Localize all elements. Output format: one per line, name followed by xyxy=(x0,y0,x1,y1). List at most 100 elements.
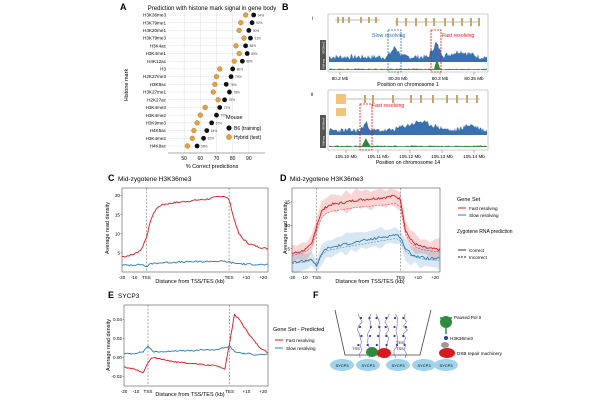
h3k36me3-mark xyxy=(403,343,406,347)
track-i-h3k36me3-signal xyxy=(329,41,487,62)
histone-mark-label: H4K5ac xyxy=(150,128,167,133)
h3k36me3-mark xyxy=(360,334,363,338)
panel-f: F SYCP3 SYCP3 SYCP3 SYCP3 SYCP3 TSS TES … xyxy=(313,290,503,371)
track-ii-side-label-2: RNA-seq xyxy=(323,135,326,146)
b6-point xyxy=(204,128,210,133)
exon xyxy=(348,17,350,23)
paused-pol-ii-icon xyxy=(440,317,452,334)
panel-d-legend2-title: Zygotene RNA prediction xyxy=(457,229,513,235)
point-label: 70% xyxy=(221,114,228,118)
exon xyxy=(337,17,339,23)
hybrid-point xyxy=(189,135,195,141)
point-label: 88% xyxy=(250,44,257,48)
series-line xyxy=(121,260,269,268)
panel-c-x-label: Distance from TSS/TES (kb) xyxy=(155,279,224,285)
h3k36me3-mark xyxy=(395,343,399,347)
panel-b: B i Slow resolving Fast resolving 80.2 M… xyxy=(282,2,489,166)
hybrid-point xyxy=(231,58,237,64)
h3k36me3-mark xyxy=(404,325,407,329)
series-line-incorrect xyxy=(291,238,440,268)
b6-point xyxy=(239,58,245,64)
x-tick-label: +20 xyxy=(259,389,267,394)
track-i-fast-box xyxy=(430,29,442,73)
exon xyxy=(425,18,427,26)
b6-point xyxy=(214,112,219,118)
sycp3-label: SYCP3 xyxy=(361,363,375,368)
b6-point xyxy=(217,105,223,110)
histone-mark-label: H3K4me2 xyxy=(146,113,167,118)
gene-block xyxy=(336,108,346,116)
paused-pol-ii-icon xyxy=(440,316,452,328)
h3k36me3-mark xyxy=(384,325,387,329)
b6-point xyxy=(194,143,200,149)
nucleosome-icon xyxy=(441,342,449,348)
exon xyxy=(432,95,434,103)
exon xyxy=(456,95,458,103)
panel-a-letter: A xyxy=(120,2,127,12)
track-ii-position-ticks: 105.10 Mb 105.11 Mb 105.12 Mb 105.13 Mb 105.… xyxy=(335,150,485,159)
track-i-side-label-2: RNA-seq xyxy=(323,58,326,69)
exon xyxy=(372,95,374,103)
b6-point xyxy=(251,12,257,18)
panel-a-x-ticks: 50 60 70 80 90 xyxy=(181,156,251,162)
point-label: 76% xyxy=(230,83,237,87)
sycp3-label: SYCP3 xyxy=(439,363,453,368)
panel-e-y-label: Average read density xyxy=(106,319,112,371)
track-ii-rna-signal xyxy=(329,138,487,147)
exon xyxy=(452,18,454,26)
x-tick-label: -20 xyxy=(121,389,128,394)
point-label: 91% xyxy=(254,37,261,41)
x-tick-label: -10 xyxy=(301,275,308,280)
y-tick-label: 5 xyxy=(117,251,120,256)
exon xyxy=(410,95,412,103)
hybrid-point xyxy=(191,128,197,134)
sycp3-label: SYCP3 xyxy=(391,363,405,368)
histone-mark-label: H2K27ac xyxy=(147,97,167,102)
hybrid-point xyxy=(215,97,221,103)
exon xyxy=(446,95,448,103)
x-tick-label: TES xyxy=(225,275,234,280)
panel-c-title: Mid-zygotene H3K36me3 xyxy=(118,176,192,183)
sycp3-bead xyxy=(356,359,380,371)
x-tick-label: +10 xyxy=(242,275,250,280)
exon xyxy=(420,95,422,103)
position-tick-label: 105.12 Mb xyxy=(399,154,421,159)
point-label: 92% xyxy=(256,21,263,25)
legend-e-fast-label: Fast resolving xyxy=(286,338,315,343)
h3k36me3-mark xyxy=(393,334,396,338)
panel-a-x-label: % Correct predictions xyxy=(186,164,239,170)
legend-e-slow-label: Slow resolving xyxy=(286,346,316,351)
point-label: 86% xyxy=(246,60,253,64)
position-tick-label: 105.10 Mb xyxy=(335,154,357,159)
x-tick-label: 50 xyxy=(181,156,187,162)
exon xyxy=(360,17,362,23)
y-tick-label: 5 xyxy=(287,246,290,251)
track-ii-side-bar xyxy=(320,115,326,148)
hybrid-point xyxy=(243,12,249,18)
histone-mark-label: H3K9ac xyxy=(150,82,167,87)
panel-b-track-i: i Slow resolving Fast resolving 80.2 Mb 8… xyxy=(312,13,489,88)
track-i-side-bar xyxy=(320,40,326,70)
b6-point xyxy=(228,74,234,80)
x-tick-label: -20 xyxy=(289,275,296,280)
plot-frame xyxy=(123,304,269,387)
b6-point xyxy=(244,51,250,56)
track-i-roman: i xyxy=(312,16,313,22)
sycp3-label: SYCP3 xyxy=(417,363,431,368)
point-label: 78% xyxy=(233,90,240,94)
point-label: 58% xyxy=(201,144,208,148)
hybrid-point xyxy=(184,143,190,149)
histone-mark-label: H3K4me1 xyxy=(146,51,167,56)
track-ii-roman: ii xyxy=(311,92,313,98)
histone-mark-label: H3K9me3 xyxy=(146,120,167,125)
tss-label: TSS xyxy=(352,346,360,351)
exon xyxy=(375,17,377,23)
series-line xyxy=(123,344,269,356)
b6-point xyxy=(227,89,232,95)
panel-b-letter: B xyxy=(282,2,289,12)
series-line xyxy=(123,313,269,373)
confidence-band xyxy=(292,226,440,274)
position-tick-label: 80.25 Mb xyxy=(388,76,408,81)
dsb-repair-icon xyxy=(439,348,455,358)
point-label: 72% xyxy=(224,106,231,110)
